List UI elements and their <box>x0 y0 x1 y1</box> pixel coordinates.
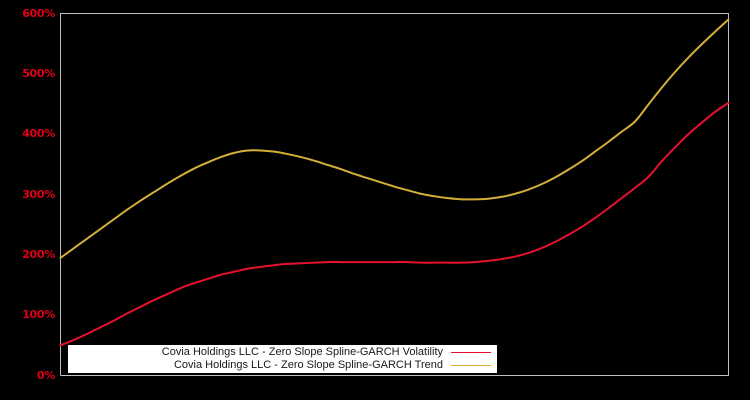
chart-series-line <box>59 101 730 347</box>
legend-item-label: Covia Holdings LLC - Zero Slope Spline-G… <box>161 346 443 358</box>
y-axis-tick-label: 400% <box>22 127 55 141</box>
y-axis-tick-label: 500% <box>22 66 55 80</box>
legend-color-swatch <box>451 365 491 366</box>
chart-series-layer <box>59 18 730 347</box>
y-axis-tick-label: 600% <box>22 6 55 20</box>
legend-item[interactable]: Covia Holdings LLC - Zero Slope Spline-G… <box>68 359 497 372</box>
y-axis-tick-label: 200% <box>22 247 55 261</box>
chart-series-line <box>59 18 730 259</box>
y-axis-tick-label: 100% <box>22 308 55 322</box>
legend-color-swatch <box>451 352 491 353</box>
y-axis-tick-label: 0% <box>36 368 55 382</box>
plot-area-border <box>60 13 729 376</box>
chart-legend: Covia Holdings LLC - Zero Slope Spline-G… <box>68 345 497 373</box>
legend-item[interactable]: Covia Holdings LLC - Zero Slope Spline-G… <box>68 346 497 359</box>
y-axis-tick-labels: 0% 100% 200% 300% 400% 500% 600% <box>0 0 55 400</box>
legend-item-label: Covia Holdings LLC - Zero Slope Spline-G… <box>173 359 443 371</box>
y-axis-tick-label: 300% <box>22 187 55 201</box>
